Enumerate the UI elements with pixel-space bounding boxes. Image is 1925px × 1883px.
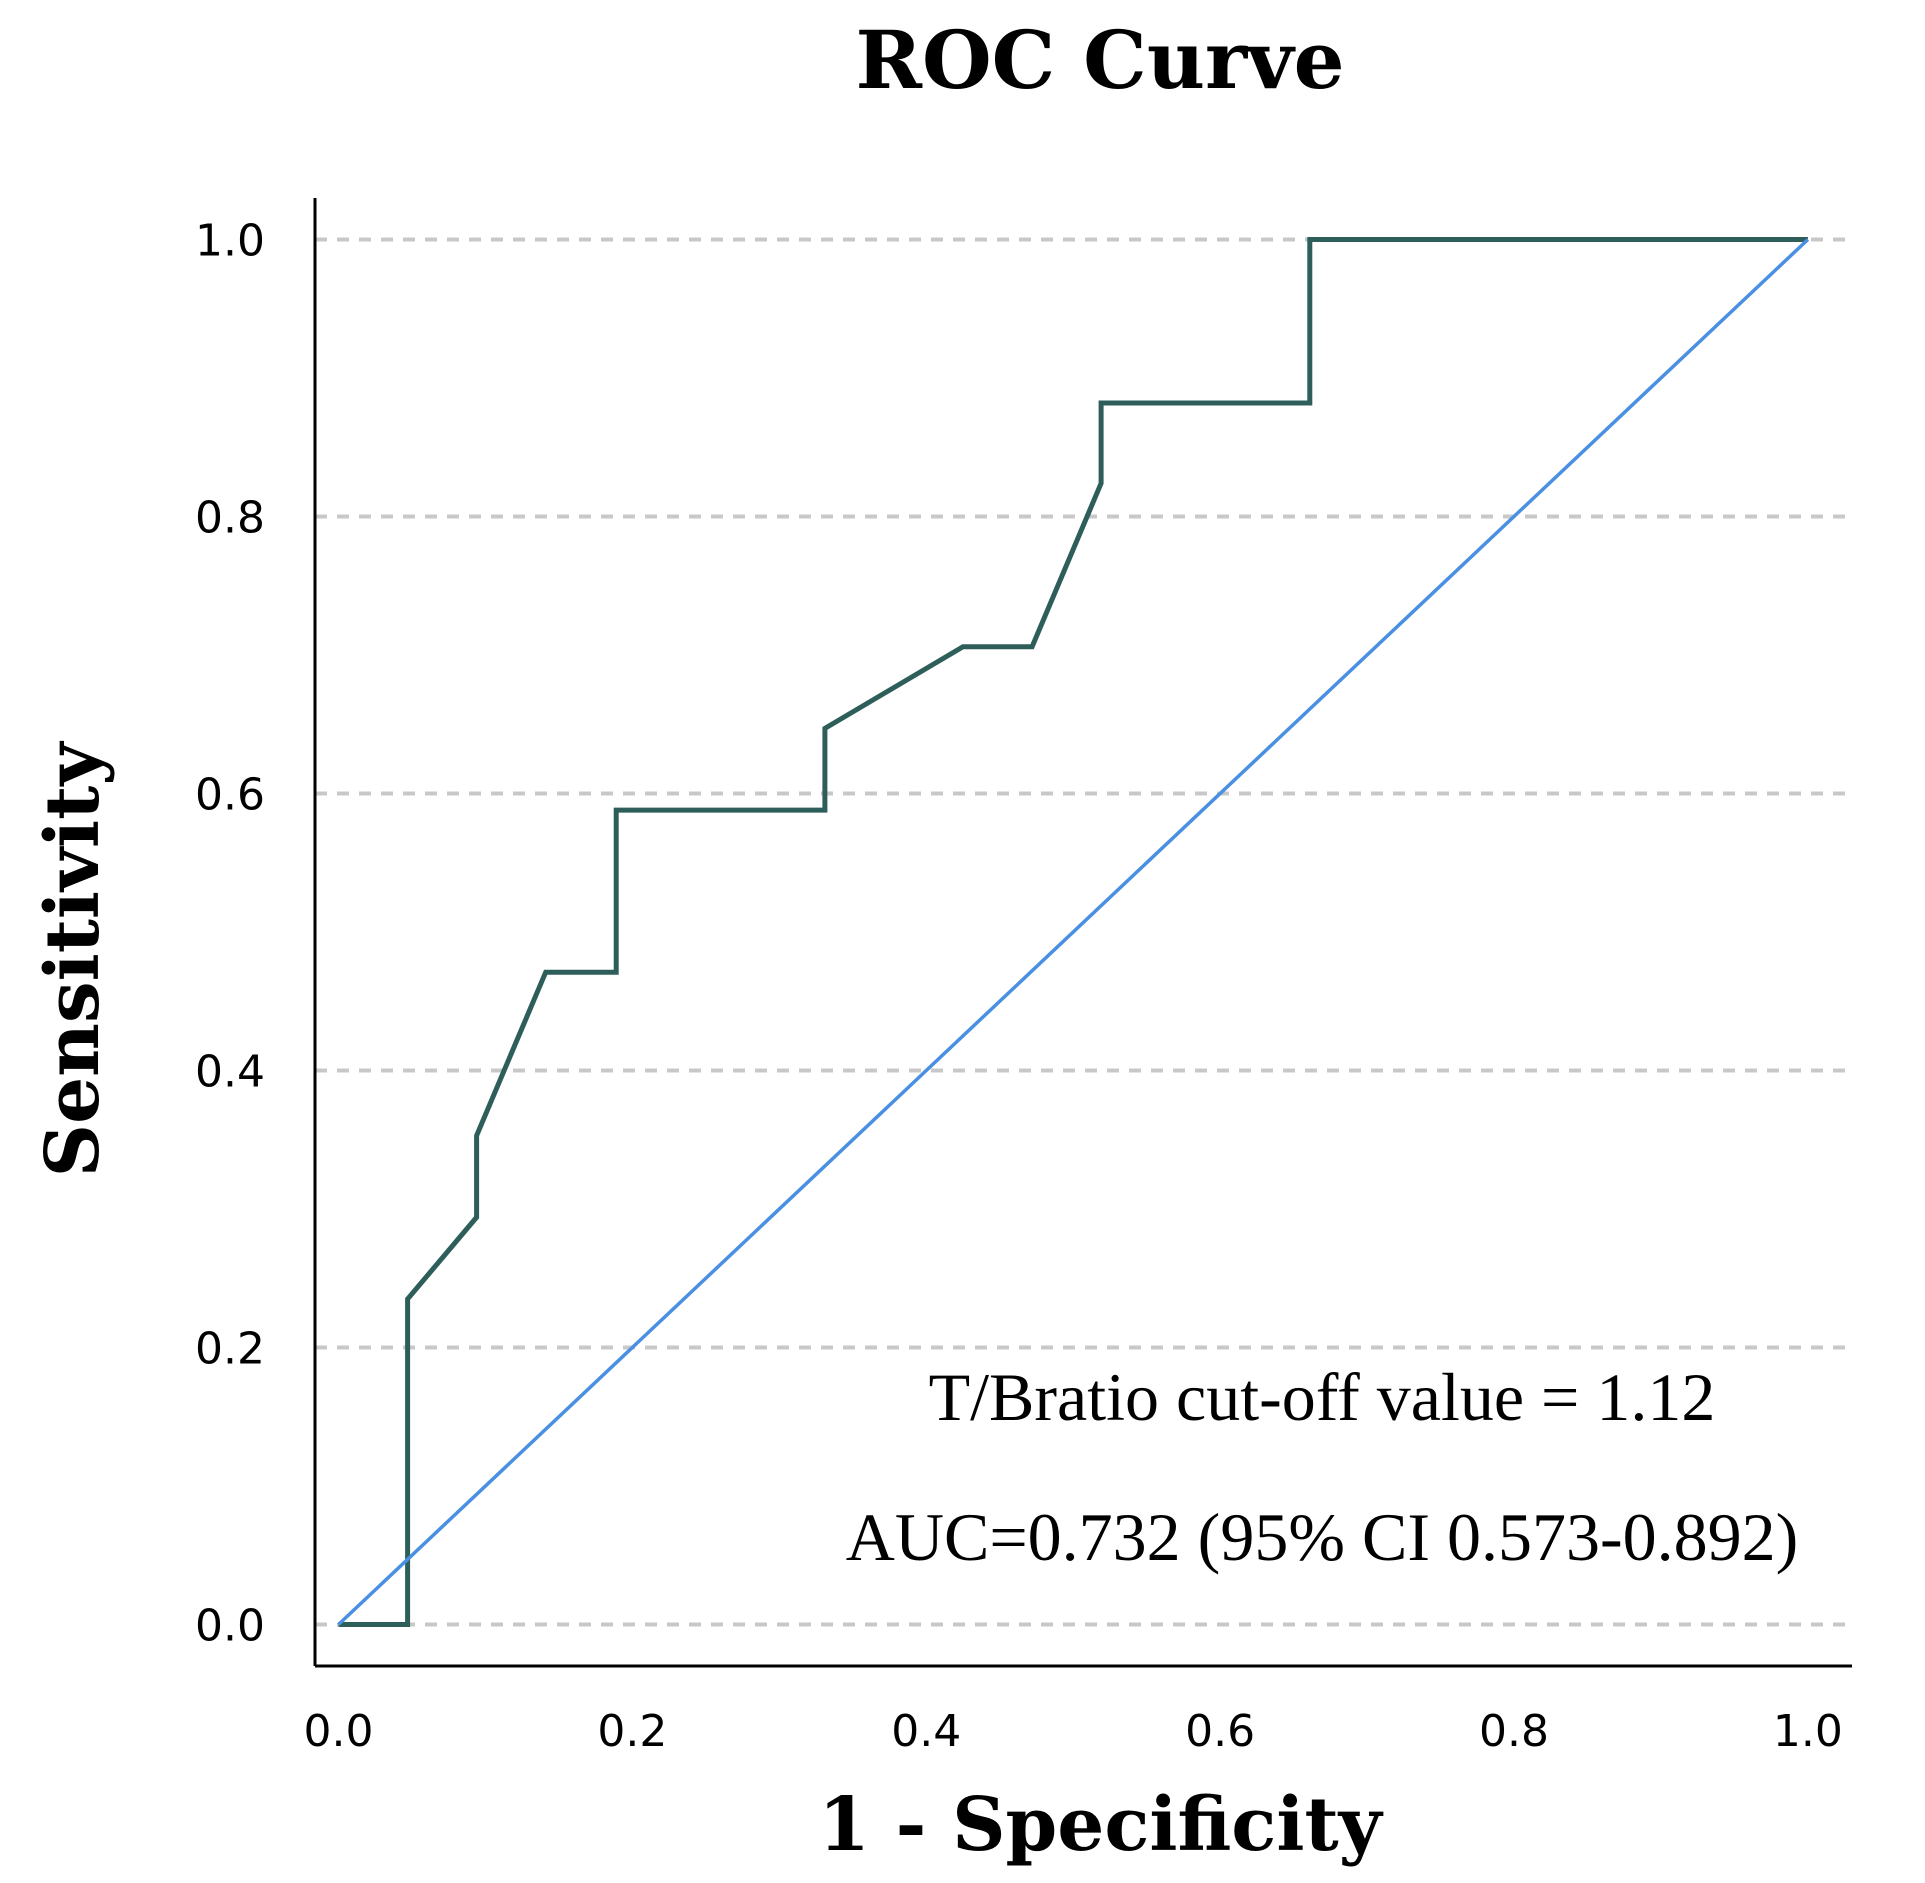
y-axis-title: Sensitivity bbox=[30, 741, 116, 1178]
auc-annotation: AUC=0.732 (95% CI 0.573-0.892) bbox=[846, 1499, 1799, 1575]
series-lines bbox=[337, 237, 1810, 1627]
x-tick-label: 0.6 bbox=[1185, 1706, 1255, 1757]
y-tick-label: 1.0 bbox=[195, 216, 265, 267]
x-axis-title: 1 - Specificity bbox=[818, 1782, 1383, 1868]
x-tick-label: 0.2 bbox=[597, 1706, 667, 1757]
x-tick-label: 0.0 bbox=[304, 1706, 374, 1757]
x-tick-label: 0.4 bbox=[891, 1706, 961, 1757]
x-tick-label: 1.0 bbox=[1773, 1706, 1843, 1757]
y-tick-label: 0.6 bbox=[195, 770, 265, 821]
reference-diagonal-line bbox=[337, 238, 1810, 1626]
y-tick-label: 0.4 bbox=[195, 1046, 265, 1097]
chart-title: ROC Curve bbox=[855, 13, 1344, 107]
y-tick-label: 0.2 bbox=[195, 1323, 265, 1374]
y-tick-label: 0.8 bbox=[195, 493, 265, 544]
cutoff-annotation: T/Bratio cut-off value = 1.12 bbox=[929, 1359, 1716, 1435]
y-tick-label: 0.0 bbox=[195, 1600, 265, 1651]
tick-labels: 0.0 0.2 0.4 0.6 0.8 1.0 0.0 0.2 0.4 0.6 0.8 1.0 bbox=[195, 216, 1843, 1757]
x-tick-label: 0.8 bbox=[1479, 1706, 1549, 1757]
roc-curve-line bbox=[338, 237, 1808, 1627]
